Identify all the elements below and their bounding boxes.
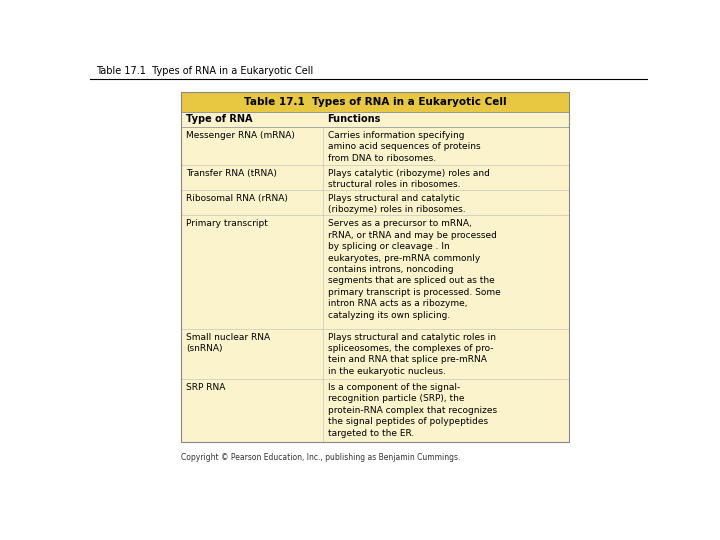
Text: Plays structural and catalytic roles in
spliceosomes, the complexes of pro-
tein: Plays structural and catalytic roles in … xyxy=(328,333,495,376)
Text: Ribosomal RNA (rRNA): Ribosomal RNA (rRNA) xyxy=(186,194,288,203)
Bar xyxy=(181,92,569,112)
Bar xyxy=(181,112,569,127)
Text: Table 17.1  Types of RNA in a Eukaryotic Cell: Table 17.1 Types of RNA in a Eukaryotic … xyxy=(244,97,506,107)
Text: Table 17.1  Types of RNA in a Eukaryotic Cell: Table 17.1 Types of RNA in a Eukaryotic … xyxy=(96,66,313,76)
Bar xyxy=(181,92,569,442)
Text: Serves as a precursor to mRNA,
rRNA, or tRNA and may be processed
by splicing or: Serves as a precursor to mRNA, rRNA, or … xyxy=(328,219,500,320)
Bar xyxy=(181,127,569,442)
Text: Plays catalytic (ribozyme) roles and
structural roles in ribosomes.: Plays catalytic (ribozyme) roles and str… xyxy=(328,169,490,189)
Text: Functions: Functions xyxy=(328,114,381,125)
Text: Primary transcript: Primary transcript xyxy=(186,219,268,228)
Text: Plays structural and catalytic
(ribozyme) roles in ribosomes.: Plays structural and catalytic (ribozyme… xyxy=(328,194,465,214)
Text: Type of RNA: Type of RNA xyxy=(186,114,253,125)
Text: SRP RNA: SRP RNA xyxy=(186,383,225,392)
Text: Is a component of the signal-
recognition particle (SRP), the
protein-RNA comple: Is a component of the signal- recognitio… xyxy=(328,383,497,438)
Text: Small nuclear RNA
(snRNA): Small nuclear RNA (snRNA) xyxy=(186,333,270,353)
Text: Copyright © Pearson Education, Inc., publishing as Benjamin Cummings.: Copyright © Pearson Education, Inc., pub… xyxy=(181,453,461,462)
Text: Messenger RNA (mRNA): Messenger RNA (mRNA) xyxy=(186,131,295,140)
Text: Carries information specifying
amino acid sequences of proteins
from DNA to ribo: Carries information specifying amino aci… xyxy=(328,131,480,163)
Text: Transfer RNA (tRNA): Transfer RNA (tRNA) xyxy=(186,169,277,178)
